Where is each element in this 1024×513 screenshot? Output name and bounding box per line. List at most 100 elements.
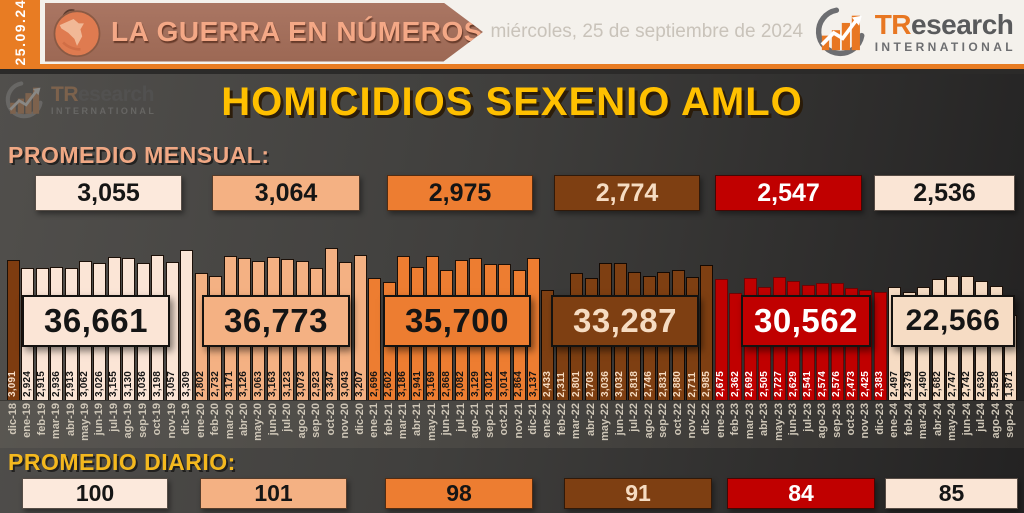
month-label: ene-21	[368, 403, 381, 438]
month-label: nov-20	[339, 403, 352, 439]
bar-value-label: 3,063	[252, 370, 264, 397]
month-label: jun-24	[960, 403, 973, 436]
year-total-box: 33,287	[551, 295, 699, 347]
month-label: sep-19	[136, 403, 149, 438]
bar-value-label: 2,497	[888, 370, 900, 397]
month-label: oct-23	[845, 403, 857, 436]
banner: LA GUERRA EN NÚMEROS	[45, 2, 483, 62]
bar: 2,433	[541, 74, 555, 400]
bar-value-label: 3,032	[614, 370, 626, 397]
bar: 2,711	[685, 74, 700, 400]
brand-subtitle: INTERNATIONAL	[874, 40, 1016, 54]
bar: 3,171	[223, 74, 237, 400]
month-label: may-21	[425, 403, 438, 441]
bar: 2,924	[20, 74, 35, 400]
month-label: may-19	[78, 403, 91, 441]
bar: 3,169	[425, 74, 439, 400]
bar: 2,915	[35, 74, 49, 400]
bar: 2,818	[627, 74, 642, 400]
month-label: ene-22	[541, 403, 554, 438]
month-label: dic-21	[527, 403, 540, 435]
monthly-avg-box: 2,774	[554, 175, 700, 211]
daily-avg-box: 85	[885, 478, 1018, 509]
month-label: nov-22	[686, 403, 699, 439]
bar-value-label: 2,505	[758, 370, 770, 397]
month-label: oct-19	[151, 403, 164, 436]
bar-value-label: 2,746	[643, 370, 655, 397]
bar-value-label: 1,871	[1004, 370, 1016, 397]
month-label: may-22	[599, 403, 612, 441]
date-badge: 25.09.24	[0, 0, 40, 66]
bar-value-label: 3,309	[180, 370, 192, 397]
bar-value-label: 2,941	[411, 370, 423, 397]
month-label: dic-22	[700, 403, 713, 435]
watermark-name: TResearch	[51, 84, 156, 105]
watermark-subtitle: INTERNATIONAL	[51, 106, 157, 116]
bar: 3,126	[237, 74, 251, 400]
bar: 2,936	[49, 74, 64, 400]
month-label: jul-22	[628, 403, 641, 432]
bar-value-label: 2,362	[729, 370, 741, 397]
brand-logo: TResearch INTERNATIONAL	[811, 0, 1016, 64]
bar: 3,207	[353, 74, 367, 400]
bar: 2,802	[194, 74, 208, 400]
month-label: dic-23	[873, 403, 886, 435]
bar: 2,490	[917, 74, 931, 400]
bar-value-label: 2,923	[310, 370, 322, 397]
header: 25.09.24 LA GUERRA EN NÚMEROS miércoles,…	[0, 0, 1024, 69]
month-label: feb-22	[555, 403, 568, 436]
bar: 2,880	[671, 74, 685, 400]
month-label: ago-22	[642, 403, 655, 439]
bar-value-label: 2,868	[440, 370, 452, 397]
bar: 3,137	[526, 74, 541, 400]
month-label: oct-20	[324, 403, 337, 436]
month-label: jul-23	[801, 403, 814, 432]
month-label: feb-21	[382, 403, 395, 436]
watermark-rest: esearch	[78, 83, 154, 106]
bar: 1,871	[1003, 74, 1017, 400]
daily-avg-box: 100	[22, 478, 168, 509]
month-label: sep-24	[1003, 403, 1016, 438]
bar: 3,026	[93, 74, 107, 400]
bar-value-label: 2,732	[209, 370, 221, 397]
month-label: ene-24	[888, 403, 901, 438]
bar-value-label: 2,629	[787, 370, 799, 397]
bar: 2,576	[830, 74, 844, 400]
bar: 2,528	[989, 74, 1003, 400]
bar-value-label: 3,169	[426, 370, 438, 397]
bar: 2,505	[758, 74, 772, 400]
bar: 2,574	[815, 74, 830, 400]
bar-value-label: 2,311	[556, 371, 568, 397]
bar-value-label: 2,711	[686, 371, 698, 397]
date-badge-text: 25.09.24	[12, 0, 28, 66]
bar: 3,043	[338, 74, 353, 400]
monthly-avg-box: 3,064	[212, 175, 360, 211]
bar: 2,923	[310, 74, 324, 400]
bar: 2,703	[584, 74, 598, 400]
bar: 2,629	[786, 74, 801, 400]
bar-value-label: 2,630	[975, 370, 987, 397]
bar-value-label: 2,383	[874, 370, 886, 397]
month-label: jul-19	[107, 403, 120, 432]
bar: 3,186	[396, 74, 410, 400]
bar-value-label: 3,171	[224, 370, 236, 397]
bar-value-label: 2,425	[859, 370, 871, 397]
bar: 2,801	[570, 74, 584, 400]
bar-value-label: 3,186	[397, 370, 409, 397]
month-label: abr-20	[237, 403, 250, 437]
bar: 2,868	[440, 74, 454, 400]
bar-value-label: 3,043	[339, 370, 351, 397]
bar-value-label: 2,915	[36, 370, 48, 397]
bar-value-label: 3,126	[238, 370, 250, 397]
bar-value-label: 2,818	[628, 370, 640, 397]
month-label: sep-23	[830, 403, 843, 438]
month-label: abr-23	[758, 403, 771, 437]
chart-area: TResearch INTERNATIONAL HOMICIDIOS SEXEN…	[0, 74, 1024, 513]
bar-value-label: 3,130	[122, 370, 134, 397]
bar: 2,425	[859, 74, 873, 400]
month-label: jul-24	[975, 403, 988, 432]
bar: 3,032	[613, 74, 627, 400]
month-label: ago-23	[816, 403, 829, 439]
monthly-avg-box: 2,547	[715, 175, 862, 211]
bar-value-label: 2,602	[383, 370, 394, 397]
